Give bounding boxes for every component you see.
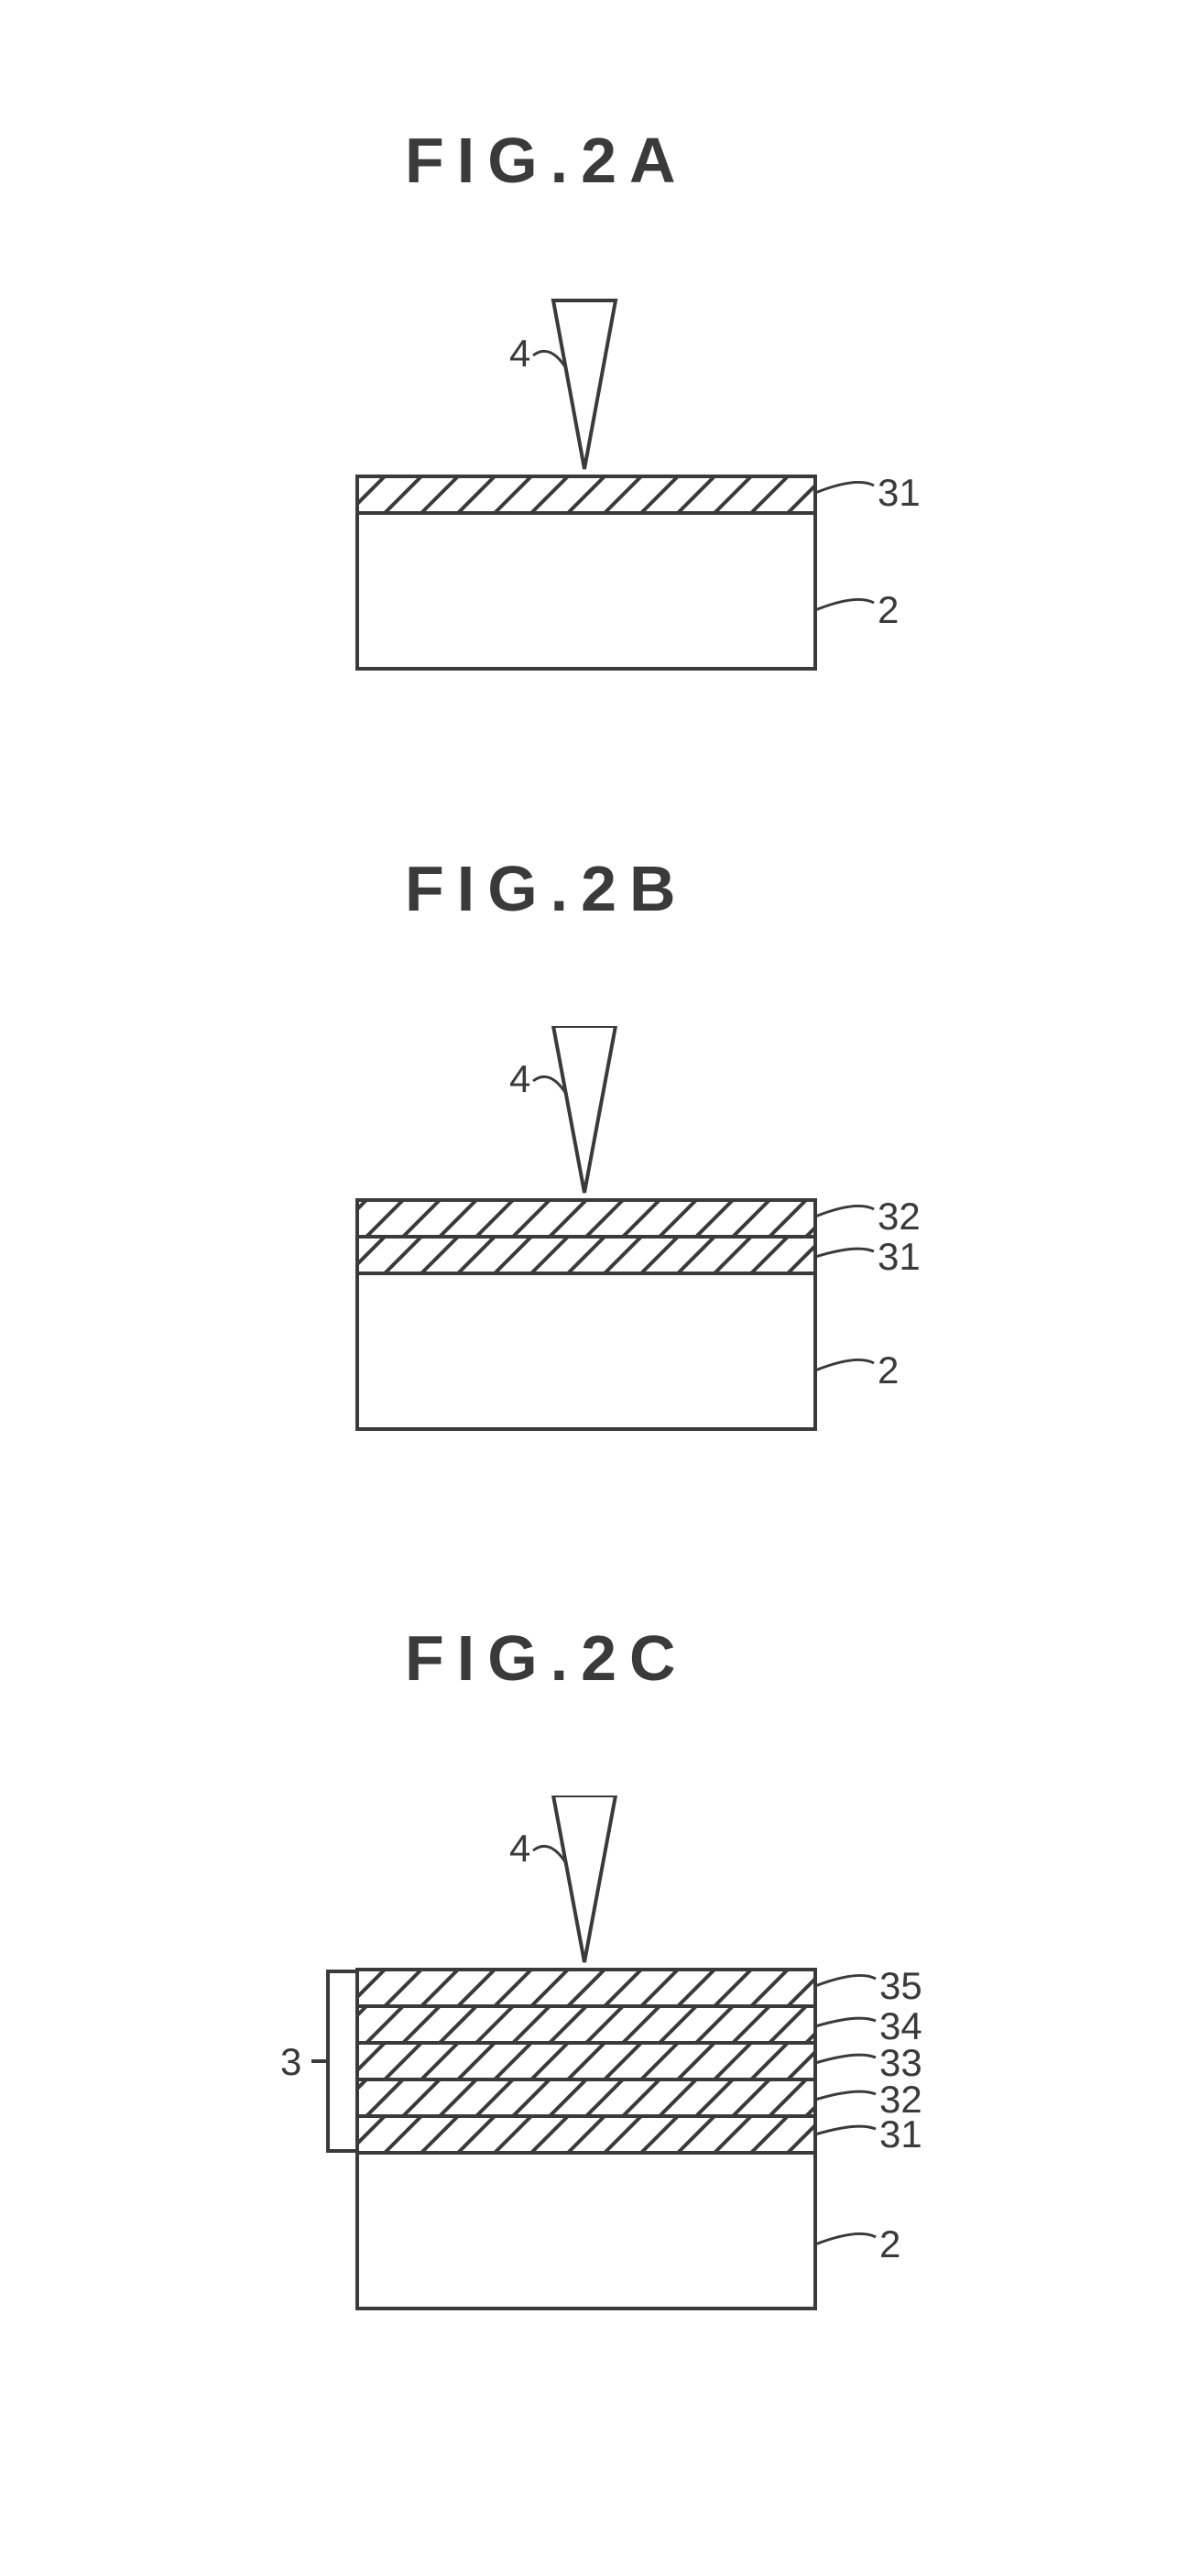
layer-label: 32 <box>878 1195 921 1238</box>
fig-2c-svg: 4353433323123 <box>220 1796 971 2327</box>
layer-label: 31 <box>878 1235 921 1278</box>
fig-2a-title: FIG.2A <box>405 124 689 197</box>
group-bracket <box>328 1971 355 2151</box>
lead-line <box>815 599 874 610</box>
lead-line <box>815 1249 874 1257</box>
substrate <box>357 1273 815 1429</box>
lead-line <box>815 2126 876 2134</box>
fig-2a-svg: 4 31 2 <box>247 293 962 696</box>
probe-label: 4 <box>509 1057 530 1100</box>
layer-label: 35 <box>879 1964 922 2007</box>
lead-line <box>815 2055 876 2063</box>
lead-line <box>815 1975 876 1986</box>
substrate <box>357 513 815 669</box>
probe-label: 4 <box>509 332 530 375</box>
substrate <box>357 2153 815 2309</box>
fig-2b-title: FIG.2B <box>405 852 689 925</box>
lead-line <box>815 2018 876 2026</box>
fig-2c-title: FIG.2C <box>405 1621 689 1695</box>
lead-line <box>815 1206 874 1217</box>
lead-line <box>815 1359 874 1370</box>
probe-lead-line <box>533 1846 566 1863</box>
probe-label: 4 <box>509 1827 530 1870</box>
lead-line <box>815 2091 876 2100</box>
probe-icon <box>553 1026 616 1193</box>
layer-label: 2 <box>879 2222 900 2265</box>
probe-lead-line <box>533 1076 566 1094</box>
layer-label: 31 <box>879 2112 922 2156</box>
layer-label: 2 <box>878 1348 899 1392</box>
fig-2b-svg: 4 3231 2 <box>247 1026 962 1466</box>
layer-label: 31 <box>878 471 921 514</box>
lead-line <box>815 2233 876 2244</box>
lead-line <box>815 482 874 493</box>
group-label: 3 <box>280 2040 301 2083</box>
probe-icon <box>553 1796 616 1962</box>
page: FIG.2A 4312 FIG.2B 432312 FIG.2C 4353433… <box>0 0 1178 2576</box>
probe-lead-line <box>533 351 566 368</box>
probe-icon <box>553 300 616 469</box>
layer-label: 2 <box>878 588 899 631</box>
